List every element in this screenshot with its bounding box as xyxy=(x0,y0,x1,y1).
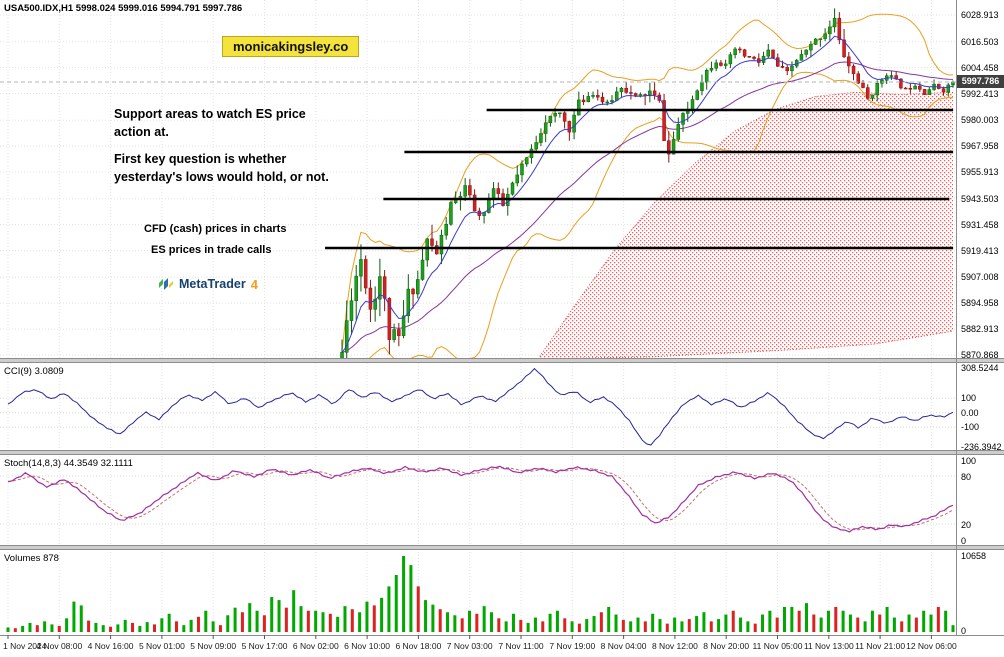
time-axis-label: 4 Nov 16:00 xyxy=(87,641,134,651)
cci-axis-label: 308.5244 xyxy=(961,363,999,373)
volume-bars xyxy=(6,556,955,632)
support-note-line: yesterday's lows would hold, or not. xyxy=(114,170,329,184)
price-axis-label: 5967.958 xyxy=(961,141,999,152)
support-note-line: Support areas to watch ES price xyxy=(114,107,306,121)
time-axis-label: 5 Nov 01:00 xyxy=(138,641,185,651)
price-axis-label: 5919.413 xyxy=(961,245,999,256)
price-axis-label: 5907.008 xyxy=(961,272,999,283)
time-axis-label: 6 Nov 02:00 xyxy=(292,641,339,651)
price-axis-label: 5870.868 xyxy=(961,350,999,360)
stoch-axis-label: 80 xyxy=(961,472,972,482)
current-price-badge: 5997.786 xyxy=(957,75,1004,89)
cci-level-lines xyxy=(0,397,956,428)
stoch-lines xyxy=(7,465,954,533)
panel-separators[interactable] xyxy=(0,358,1004,550)
price-axis-label: 5894.958 xyxy=(961,298,999,309)
time-axis-label: 6 Nov 18:00 xyxy=(395,641,442,651)
symbol-ohlc-header: USA500.IDX,H1 5998.024 5999.016 5994.791… xyxy=(4,3,243,14)
price-axis-label: 5882.913 xyxy=(961,324,999,335)
ma-slow-line xyxy=(341,61,954,354)
time-axis-label: 11 Nov 13:00 xyxy=(803,641,854,651)
price-axis-label: 6016.503 xyxy=(961,36,999,47)
time-axis-label: 8 Nov 12:00 xyxy=(651,641,698,651)
support-lines[interactable] xyxy=(325,108,954,250)
cci-indicator-header: CCI(9) 3.0809 xyxy=(4,366,64,377)
time-axis-label: 7 Nov 19:00 xyxy=(549,641,596,651)
volumes-indicator-header: Volumes 878 xyxy=(4,553,59,564)
candles-layer xyxy=(340,8,955,358)
price-axis-label: 5980.003 xyxy=(961,115,999,126)
axis-frame-lines xyxy=(0,0,1004,636)
price-axis-label: 5931.458 xyxy=(961,219,999,230)
metatrader-logo: MetaTrader 4 xyxy=(158,276,258,292)
support-note-line: action at. xyxy=(114,125,169,139)
metatrader-logo-text: MetaTrader xyxy=(179,277,246,291)
cci-axis-label: 100 xyxy=(961,393,977,404)
metatrader-logo-number: 4 xyxy=(250,276,258,292)
time-axis-label: 5 Nov 17:00 xyxy=(241,641,288,651)
price-axis-label: 6004.458 xyxy=(961,62,999,73)
time-axis-label: 8 Nov 04:00 xyxy=(600,641,647,651)
cci-axis-label: -100 xyxy=(961,422,980,433)
stochastic-indicator-header: Stoch(14,8,3) 44.3549 32.1111 xyxy=(4,458,133,469)
ichimoku-cloud xyxy=(538,91,954,358)
cci-axis-label: 0.00 xyxy=(961,407,979,418)
cci-axis-label: -236.3942 xyxy=(961,442,1002,452)
time-axis-label: 7 Nov 03:00 xyxy=(446,641,493,651)
time-axis-label: 11 Nov 05:00 xyxy=(752,641,803,651)
volume-axis-label: 0 xyxy=(961,626,967,636)
stoch-axis-label: 20 xyxy=(961,520,972,530)
support-note: Support areas to watch ES price action at… xyxy=(114,105,329,186)
time-axis-label: 11 Nov 21:00 xyxy=(855,641,906,651)
bollinger-bands xyxy=(341,13,953,358)
time-axis-label: 8 Nov 20:00 xyxy=(703,641,750,651)
watermark-label: monicakingsley.co xyxy=(222,36,360,57)
time-axis-label: 6 Nov 10:00 xyxy=(344,641,391,651)
price-axis-label: 6028.913 xyxy=(961,10,999,20)
time-axis-label: 12 Nov 06:00 xyxy=(906,641,957,651)
stoch-level-lines xyxy=(0,475,956,525)
time-tick-marks xyxy=(7,635,932,639)
time-axis-label: 7 Nov 11:00 xyxy=(498,641,544,651)
price-axis-label: 5943.503 xyxy=(961,193,999,204)
time-axis-label: 5 Nov 09:00 xyxy=(190,641,237,651)
time-axis-label: 1 Nov 2024 xyxy=(3,641,47,651)
support-note-line: First key question is whether xyxy=(114,152,287,166)
time-axis-label: 4 Nov 08:00 xyxy=(36,641,83,651)
es-prices-note: ES prices in trade calls xyxy=(151,244,272,256)
cci-line xyxy=(7,367,954,446)
cfd-prices-note: CFD (cash) prices in charts xyxy=(144,223,287,235)
volume-axis-label: 10658 xyxy=(961,551,987,561)
ma-fast-line xyxy=(341,35,954,353)
price-axis-label: 5955.913 xyxy=(961,167,999,178)
stoch-axis-label: 100 xyxy=(961,456,977,466)
metatrader-icon xyxy=(159,278,173,290)
stoch-axis-label: 0 xyxy=(961,536,967,546)
price-axis-label: 5992.413 xyxy=(961,88,999,99)
